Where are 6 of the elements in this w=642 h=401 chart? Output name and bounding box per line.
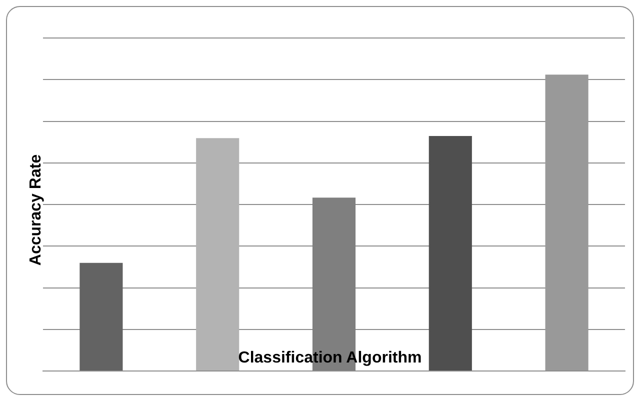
y-axis-title: Accuracy Rate [27,154,44,266]
bar [196,138,240,370]
bar [545,74,588,370]
bar [428,136,472,370]
bar [80,262,123,370]
x-axis-title: Classification Algorithm [238,349,422,366]
